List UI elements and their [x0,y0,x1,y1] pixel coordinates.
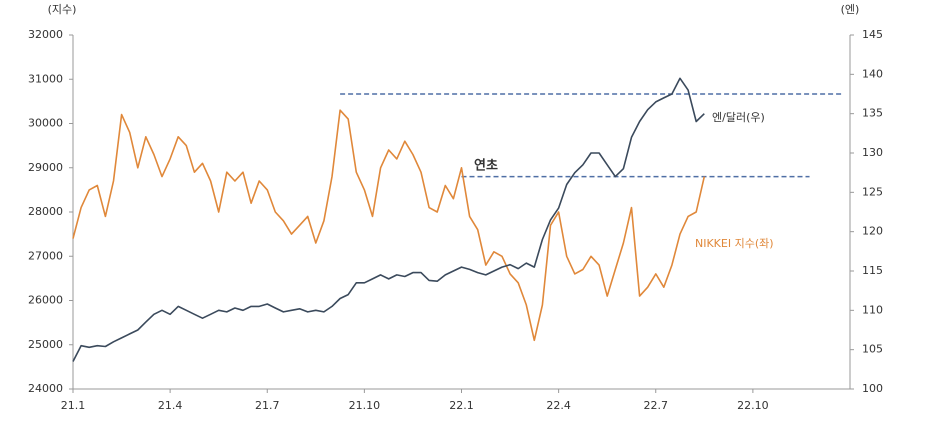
x-tick-label: 22.1 [449,399,474,412]
y-tick-label: 32000 [28,28,63,41]
series-line [72,77,705,362]
annotation: 연초 [474,159,498,174]
y-tick-label: 27000 [28,249,63,262]
y2-tick-label: 105 [862,343,883,356]
y-tick-label: 29000 [28,161,63,174]
y2-tick-label: 145 [862,28,883,41]
legend-label: 엔/달러(우) [712,111,765,124]
y2-tick-label: 125 [862,185,883,198]
y2-tick-label: 110 [862,303,883,316]
x-tick-label: 21.7 [255,399,280,412]
y-tick-label: 28000 [28,205,63,218]
series-line [72,109,706,342]
y2-tick-label: 100 [862,382,883,395]
x-tick-label: 22.10 [737,399,769,412]
x-tick-label: 22.4 [546,399,571,412]
y2-tick-label: 115 [862,264,883,277]
x-tick-label: 21.4 [158,399,183,412]
y2-tick-label: 135 [862,107,883,120]
y-tick-label: 26000 [28,294,63,307]
y2-unit-label: (엔) [841,3,860,16]
x-tick-label: 22.7 [644,399,669,412]
y-unit-label: (지수) [48,3,77,16]
y-tick-label: 30000 [28,117,63,130]
legend-label: NIKKEI 지수(좌) [695,237,774,250]
y-tick-label: 25000 [28,338,63,351]
y2-tick-label: 120 [862,225,883,238]
y-tick-label: 24000 [28,382,63,395]
y2-tick-label: 140 [862,67,883,80]
y2-tick-label: 130 [862,146,883,159]
x-tick-label: 21.1 [61,399,86,412]
y-tick-label: 31000 [28,72,63,85]
x-tick-label: 21.10 [349,399,381,412]
